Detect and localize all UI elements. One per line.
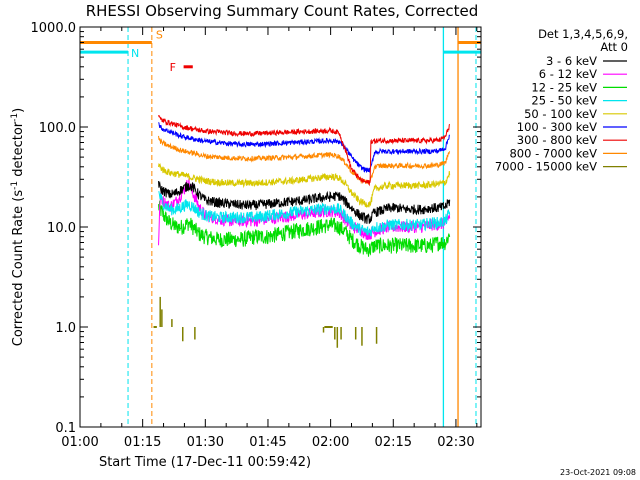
plot-area: N S F bbox=[80, 27, 481, 427]
legend-label-6: 300 - 800 keV bbox=[517, 133, 597, 147]
y-axis-label: Corrected Count Rate (s-1 detector-1) bbox=[10, 108, 26, 346]
legend-label-0: 3 - 6 keV bbox=[546, 54, 597, 68]
series-line-6 bbox=[158, 114, 451, 187]
x-tick-label-2: 01:30 bbox=[187, 435, 224, 450]
y-tick-label-2: 10.0 bbox=[47, 221, 76, 236]
generation-timestamp: 23-Oct-2021 09:08 bbox=[560, 468, 636, 477]
legend-label-4: 50 - 100 keV bbox=[524, 107, 597, 121]
night-marker-label: N bbox=[131, 47, 139, 60]
series-line-7 bbox=[158, 135, 451, 186]
x-tick-label-3: 01:45 bbox=[249, 435, 286, 450]
legend-label-3: 25 - 50 keV bbox=[531, 94, 597, 108]
series-line-2 bbox=[158, 200, 451, 257]
series-line-4 bbox=[158, 162, 451, 208]
x-tick-label-1: 01:15 bbox=[124, 435, 161, 450]
x-axis-label: Start Time (17-Dec-11 00:59:42) bbox=[99, 455, 311, 470]
legend-label-1: 6 - 12 keV bbox=[539, 67, 597, 81]
flare-marker-label: F bbox=[170, 61, 176, 74]
x-tick-label-4: 02:00 bbox=[312, 435, 349, 450]
y-tick-label-3: 100.0 bbox=[39, 121, 76, 136]
y-tick-label-4: 1000.0 bbox=[31, 21, 77, 36]
axis-ticks: 0.1 1.0 10.0 100.0 1000.0 01:00 01:15 01:30 01:4… bbox=[31, 21, 481, 450]
series-line-5 bbox=[158, 122, 451, 173]
x-tick-label-0: 01:00 bbox=[61, 435, 98, 450]
series-line-0 bbox=[158, 180, 451, 224]
x-tick-label-6: 02:30 bbox=[437, 435, 474, 450]
y-tick-label-0: 0.1 bbox=[55, 421, 76, 436]
saa-marker-label: S bbox=[156, 29, 163, 42]
legend-header-detectors: Det 1,3,4,5,6,9, bbox=[538, 27, 628, 41]
legend-label-8: 7000 - 15000 keV bbox=[495, 160, 597, 174]
x-tick-label-5: 02:15 bbox=[375, 435, 412, 450]
legend-label-2: 12 - 25 keV bbox=[531, 80, 597, 94]
y-tick-label-1: 1.0 bbox=[55, 321, 76, 336]
legend-label-7: 800 - 7000 keV bbox=[509, 146, 597, 160]
series-line-3 bbox=[158, 190, 451, 237]
legend-label-5: 100 - 300 keV bbox=[517, 120, 597, 134]
legend-header-attenuator: Att 0 bbox=[600, 40, 628, 54]
chart-title: RHESSI Observing Summary Count Rates, Co… bbox=[86, 2, 479, 20]
